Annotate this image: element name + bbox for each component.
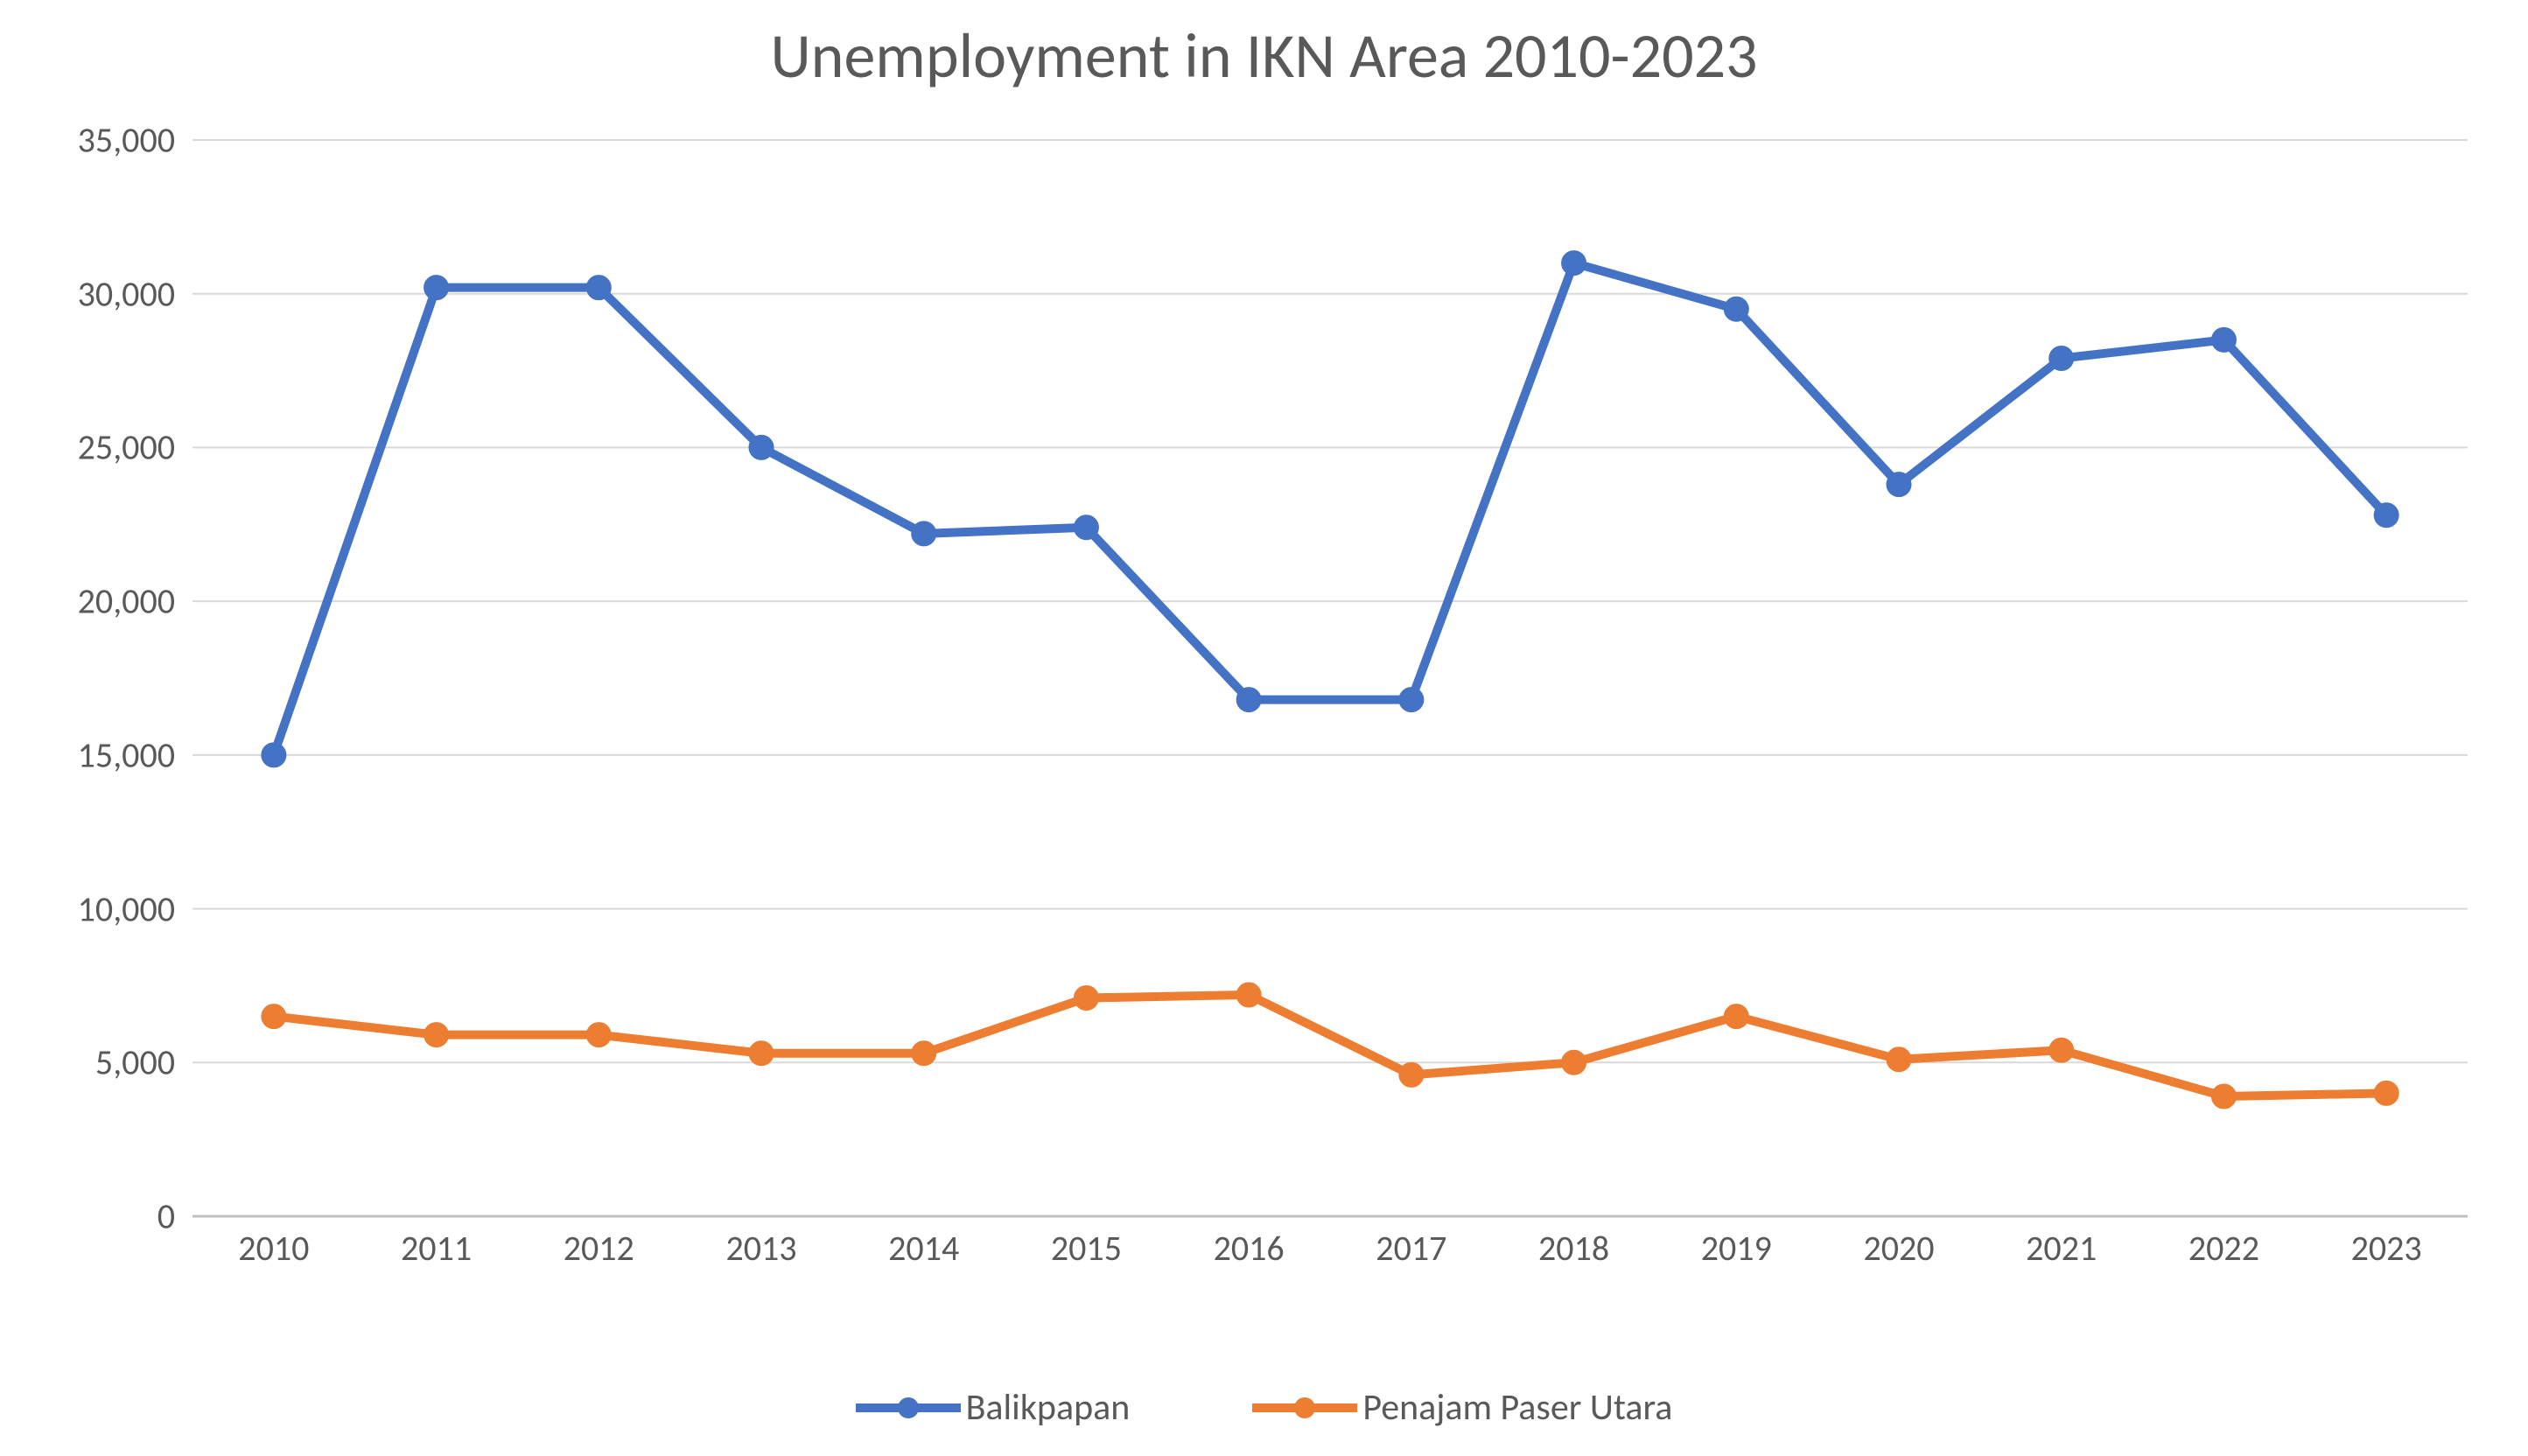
- data-point: [262, 743, 286, 767]
- data-point: [1724, 297, 1748, 321]
- data-point: [1562, 251, 1586, 276]
- y-axis-label: 0: [158, 1195, 193, 1238]
- data-point: [1236, 688, 1261, 712]
- x-axis-label: 2020: [1863, 1216, 1934, 1270]
- data-point: [1724, 1004, 1748, 1029]
- x-axis-label: 2016: [1214, 1216, 1285, 1270]
- x-axis-label: 2018: [1538, 1216, 1609, 1270]
- plot-area: 05,00010,00015,00020,00025,00030,00035,0…: [193, 140, 2468, 1216]
- data-point: [2374, 503, 2398, 528]
- legend-label: Balikpapan: [966, 1385, 1131, 1430]
- data-point: [1399, 1062, 1424, 1087]
- y-axis-label: 20,000: [78, 580, 193, 623]
- data-point: [912, 522, 936, 546]
- y-axis-label: 35,000: [78, 119, 193, 162]
- legend-label: Penajam Paser Utara: [1362, 1385, 1672, 1430]
- x-axis-label: 2013: [725, 1216, 796, 1270]
- chart-container: Unemployment in IKN Area 2010-2023 05,00…: [0, 0, 2528, 1456]
- x-axis-label: 2022: [2188, 1216, 2259, 1270]
- x-axis-label: 2014: [888, 1216, 959, 1270]
- x-axis-label: 2019: [1701, 1216, 1772, 1270]
- data-point: [2211, 327, 2236, 352]
- data-point: [1399, 688, 1424, 712]
- data-point: [424, 276, 449, 300]
- legend-item: Balikpapan: [856, 1385, 1131, 1430]
- data-point: [2049, 346, 2074, 371]
- data-point: [1074, 515, 1098, 540]
- x-axis-label: 2012: [564, 1216, 634, 1270]
- x-axis-label: 2021: [2026, 1216, 2097, 1270]
- data-point: [2211, 1084, 2236, 1109]
- data-point: [749, 435, 774, 459]
- series-line: [274, 263, 2386, 755]
- legend-item: Penajam Paser Utara: [1252, 1385, 1672, 1430]
- x-axis-label: 2017: [1376, 1216, 1446, 1270]
- y-axis-label: 5,000: [95, 1041, 193, 1084]
- chart-svg: [193, 140, 2468, 1216]
- y-axis-label: 30,000: [78, 272, 193, 315]
- legend-swatch: [1252, 1390, 1357, 1426]
- x-axis-label: 2010: [238, 1216, 309, 1270]
- y-axis-label: 15,000: [78, 733, 193, 776]
- data-point: [1887, 472, 1911, 497]
- data-point: [424, 1023, 449, 1047]
- x-axis-label: 2015: [1051, 1216, 1122, 1270]
- data-point: [1562, 1050, 1586, 1074]
- data-point: [1074, 985, 1098, 1010]
- data-point: [2049, 1038, 2074, 1062]
- legend-swatch: [856, 1390, 961, 1426]
- data-point: [1236, 983, 1261, 1007]
- data-point: [586, 1023, 611, 1047]
- data-point: [262, 1004, 286, 1029]
- chart-title: Unemployment in IKN Area 2010-2023: [0, 0, 2528, 94]
- x-axis-label: 2011: [401, 1216, 472, 1270]
- data-point: [749, 1041, 774, 1066]
- data-point: [2374, 1081, 2398, 1105]
- y-axis-label: 25,000: [78, 426, 193, 469]
- y-axis-label: 10,000: [78, 887, 193, 930]
- data-point: [586, 276, 611, 300]
- x-axis-label: 2023: [2351, 1216, 2422, 1270]
- legend: Balikpapan Penajam Paser Utara: [0, 1385, 2528, 1430]
- data-point: [912, 1041, 936, 1066]
- data-point: [1887, 1047, 1911, 1072]
